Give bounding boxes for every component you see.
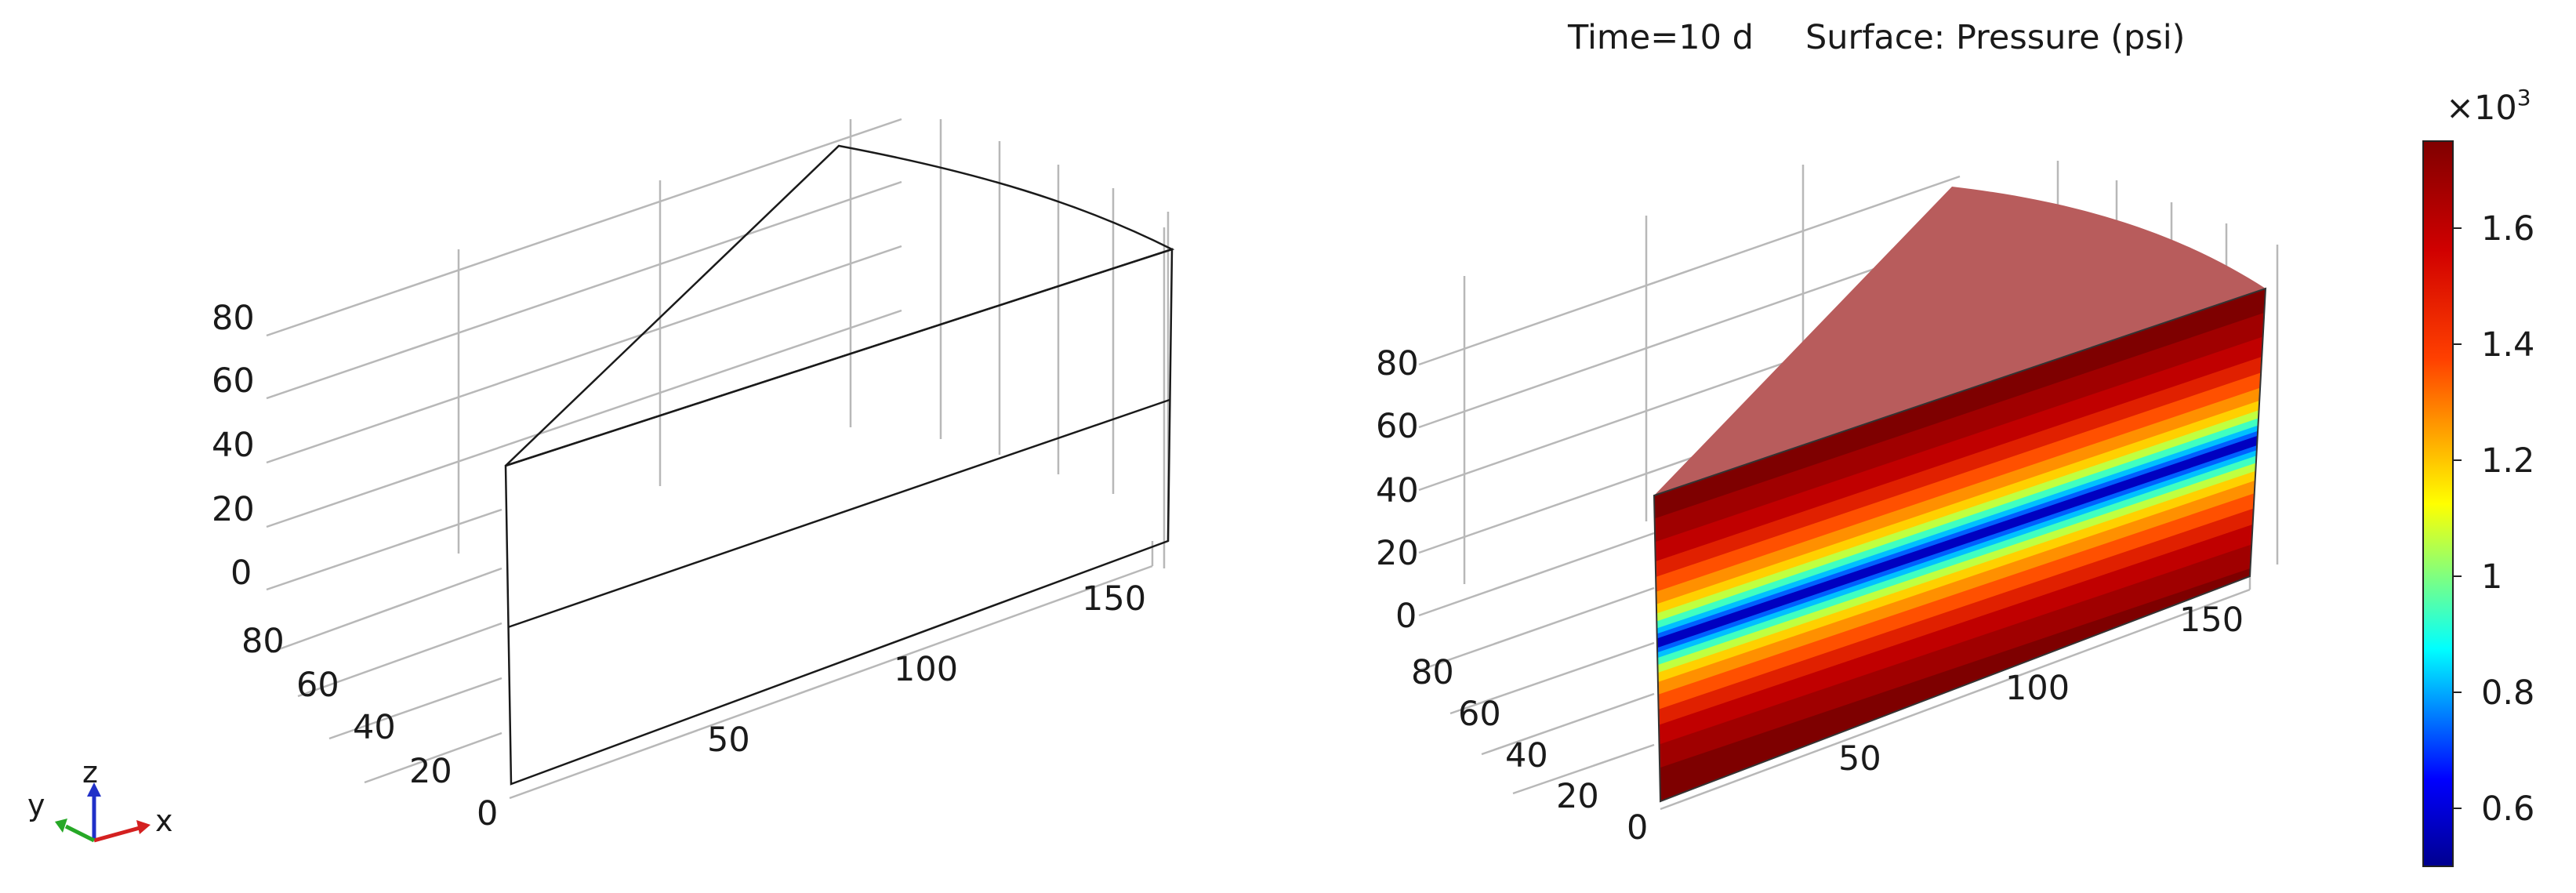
y-arrow-head [55, 819, 67, 833]
pressure-plot: 80 60 40 20 0 80 60 40 20 0 50 100 150 [1376, 161, 2279, 848]
y-tick-label: 40 [1505, 736, 1548, 775]
z-tick-label: 20 [212, 490, 255, 529]
pressure-side-outline [1653, 287, 2267, 803]
y-axis-arrow [64, 824, 96, 843]
grid-line [266, 309, 902, 528]
z-axis-label: z [82, 755, 98, 790]
z-tick-label: 0 [1395, 597, 1417, 636]
grid-line [266, 245, 902, 464]
x-tick-label: 0 [477, 794, 498, 833]
colorbar-tick-label: 1.2 [2481, 441, 2534, 481]
colorbar-tick-label: 1.6 [2481, 209, 2534, 249]
colorbar-ticks: 0.6 0.8 1 1.2 1.4 1.6 [2453, 209, 2534, 829]
x-tick-label: 50 [707, 721, 750, 760]
axis-orientation-triad: z x y [27, 755, 173, 843]
x-tick-label: 150 [1082, 579, 1146, 619]
z-tick-label: 80 [212, 299, 255, 338]
left-grid [266, 118, 1170, 800]
pressure-band [1654, 310, 2266, 772]
y-tick-label: 20 [409, 752, 452, 791]
grid-line [266, 118, 902, 337]
colorbar-tick-label: 0.6 [2481, 790, 2534, 829]
x-arrow-head [136, 820, 151, 834]
y-tick-label: 80 [1411, 653, 1454, 692]
z-tick-label: 60 [1376, 407, 1419, 446]
grid-line [1418, 532, 1655, 617]
left-y-tick-labels: 80 60 40 20 [241, 622, 452, 791]
plot-title-surface: Surface: Pressure (psi) [1805, 18, 2185, 57]
grid-line [270, 567, 503, 654]
plot-title-time: Time=10 d [1567, 18, 1754, 57]
z-tick-label: 80 [1376, 344, 1419, 383]
pressure-side-face [1654, 289, 2266, 801]
colorbar: ×103 0.6 0.8 1 1.2 1.4 1.6 [2422, 85, 2534, 867]
y-tick-label: 60 [296, 666, 339, 705]
grid-line [1481, 692, 1655, 756]
grid-line [364, 731, 503, 784]
colorbar-tick-label: 1.4 [2481, 325, 2534, 365]
x-tick-label: 0 [1627, 808, 1648, 848]
geometry-top-face [505, 144, 1175, 467]
colorbar-gradient [2422, 140, 2454, 867]
pressure-top-face [1654, 187, 2266, 496]
grid-line [1418, 586, 1655, 672]
y-tick-label: 60 [1458, 695, 1501, 734]
grid-line [297, 622, 503, 698]
grid-line [1660, 588, 2251, 811]
y-tick-label: 40 [353, 708, 396, 747]
y-tick-label: 80 [241, 622, 285, 661]
grid-line [266, 508, 503, 591]
x-axis-label: x [155, 804, 173, 838]
x-tick-label: 50 [1838, 739, 1881, 779]
pressure-contour-band [1654, 430, 2266, 652]
z-tick-label: 0 [230, 554, 252, 593]
grid-line [1418, 238, 1961, 429]
grid-line [1512, 743, 1655, 795]
x-tick-label: 100 [894, 650, 958, 689]
plot-title: Time=10 d Surface: Pressure (psi) [1567, 18, 2185, 57]
z-tick-label: 40 [1376, 471, 1419, 510]
grid-line [509, 564, 1153, 800]
grid-line [266, 180, 902, 400]
z-tick-label: 40 [212, 426, 255, 465]
x-tick-label: 150 [2179, 601, 2244, 640]
left-z-tick-labels: 80 60 40 20 0 [212, 299, 255, 593]
right-z-tick-labels: 80 60 40 20 0 [1376, 344, 1419, 636]
right-x-tick-labels: 0 50 100 150 [1627, 601, 2244, 848]
colorbar-multiplier: ×103 [2446, 85, 2531, 128]
geometry-plot: 80 60 40 20 0 80 60 40 20 0 50 100 150 [212, 118, 1175, 833]
y-axis-label: y [27, 788, 45, 822]
x-axis-arrow [93, 826, 140, 843]
z-tick-label: 20 [1376, 534, 1419, 573]
geometry-layer-boundary [507, 398, 1170, 629]
geometry-side-face [504, 248, 1174, 786]
y-tick-label: 20 [1556, 777, 1599, 816]
z-tick-label: 60 [212, 361, 255, 401]
grid-line [1418, 175, 1961, 366]
left-x-tick-labels: 0 50 100 150 [477, 579, 1146, 833]
grid-line [1449, 641, 1655, 715]
right-y-tick-labels: 80 60 40 20 [1411, 653, 1599, 816]
x-tick-label: 100 [2005, 669, 2070, 708]
colorbar-tick-label: 1 [2481, 557, 2502, 597]
z-arrow-head [87, 782, 101, 797]
colorbar-tick-label: 0.8 [2481, 673, 2534, 713]
grid-line [328, 677, 503, 740]
